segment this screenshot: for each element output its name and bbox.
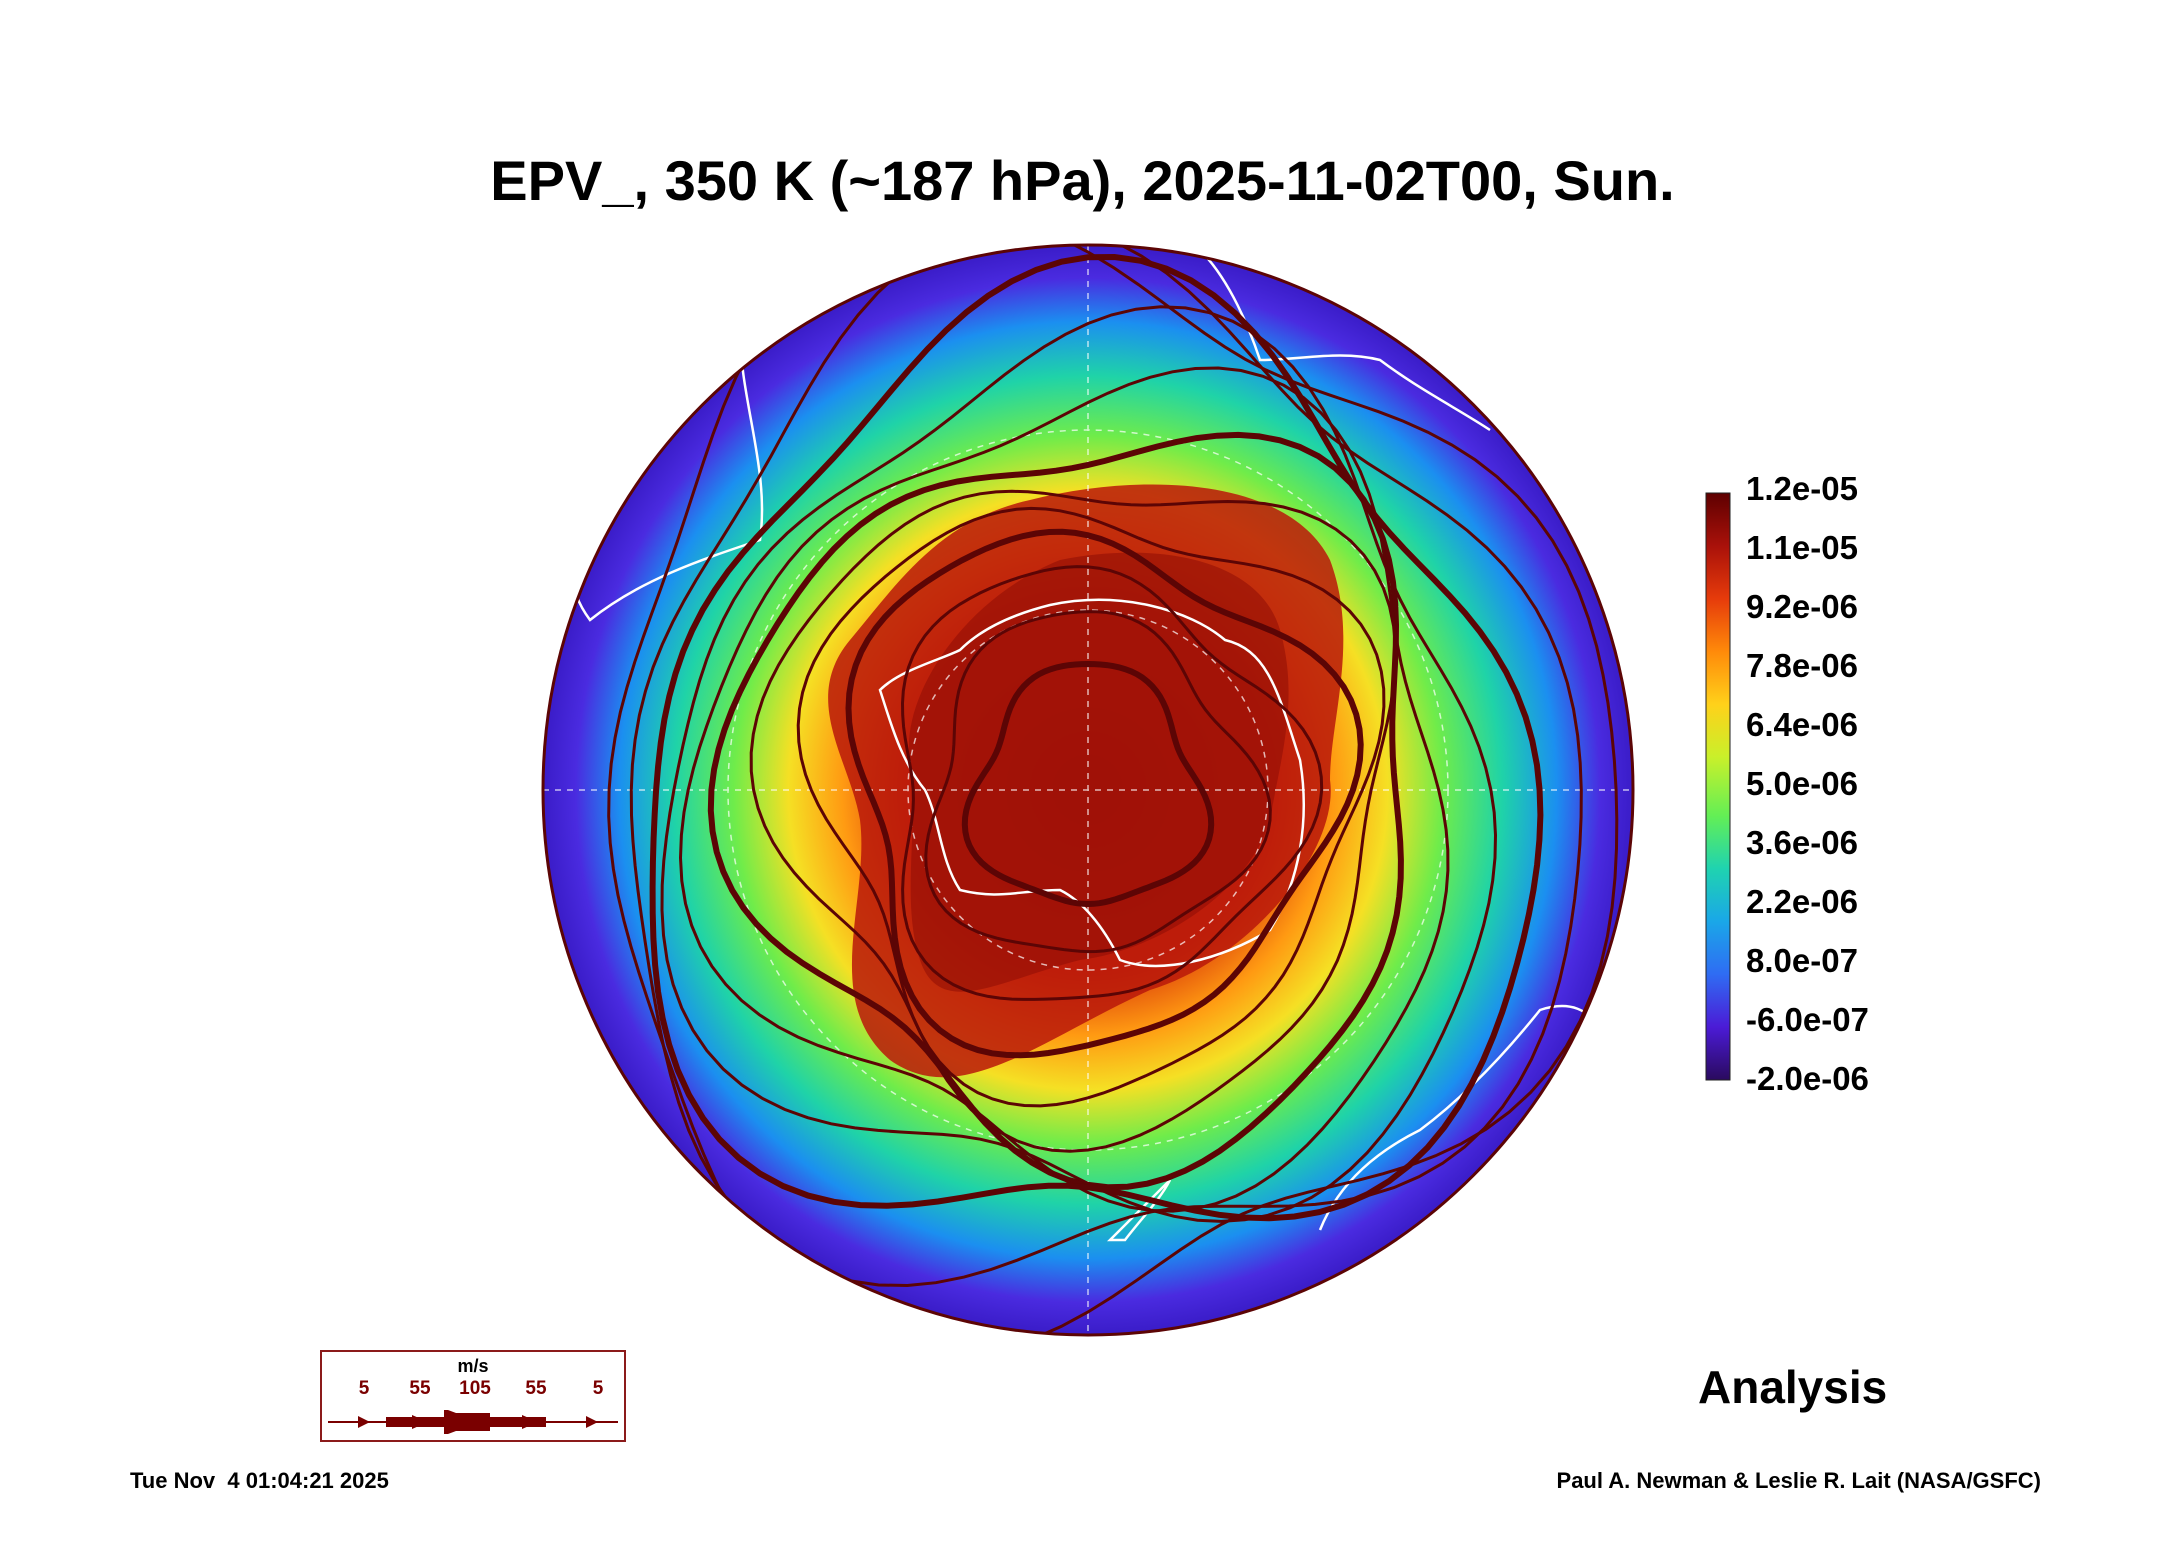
plot-title: EPV_, 350 K (~187 hPa), 2025-11-02T00, S… (490, 149, 1675, 212)
africa-coastline (1199, 249, 1491, 432)
wind-legend-arrows (328, 1410, 618, 1434)
map-rim (541, 243, 1635, 1337)
wind-legend-value: 5 (592, 1378, 604, 1399)
colorbar-tick-label: 1.2e-05 (1746, 470, 1858, 507)
colorbar-tick-label: 9.2e-06 (1746, 588, 1858, 625)
streamline (749, 489, 1397, 1153)
streamline (845, 528, 1364, 1059)
colorbar-tick-label: -6.0e-07 (1746, 1001, 1869, 1038)
streamline (961, 660, 1215, 908)
streamline (900, 565, 1324, 1001)
streamline (707, 431, 1404, 1191)
wind-streamlines (607, 245, 1619, 1335)
wind-legend-value: 105 (459, 1378, 491, 1399)
wind-speed-legend: m/s 5 55 105 55 5 (320, 1350, 626, 1442)
streamline (629, 245, 1583, 1288)
streamline (607, 245, 1619, 1335)
wind-legend-value: 55 (525, 1378, 547, 1399)
colorbar-tick-label: -2.0e-06 (1746, 1060, 1869, 1097)
antarctica-coastline (878, 598, 1305, 968)
high-pv-inner (908, 552, 1289, 992)
colorbar-tick-label: 1.1e-05 (1746, 529, 1858, 566)
colorbar (1705, 492, 1731, 1081)
colorbar-tick-label: 2.2e-06 (1746, 883, 1858, 920)
streamline (796, 506, 1386, 1108)
analysis-label: Analysis (1698, 1361, 1888, 1413)
wind-legend-unit: m/s (457, 1356, 489, 1376)
colorbar-tick-label: 7.8e-06 (1746, 647, 1858, 684)
wind-legend-value: 55 (409, 1378, 431, 1399)
timestamp: Tue Nov 4 01:04:21 2025 (130, 1468, 389, 1493)
colorbar-tick-label: 3.6e-06 (1746, 824, 1858, 861)
colorbar-tick-label: 5.0e-06 (1746, 765, 1858, 802)
colorbar-tick-label: 8.0e-07 (1746, 942, 1858, 979)
streamline (924, 610, 1272, 954)
wind-legend-value: 5 (358, 1378, 370, 1399)
streamline (649, 253, 1544, 1222)
credit: Paul A. Newman & Leslie R. Lait (NASA/GS… (1556, 1468, 2041, 1493)
colorbar-tick-label: 6.4e-06 (1746, 706, 1858, 743)
